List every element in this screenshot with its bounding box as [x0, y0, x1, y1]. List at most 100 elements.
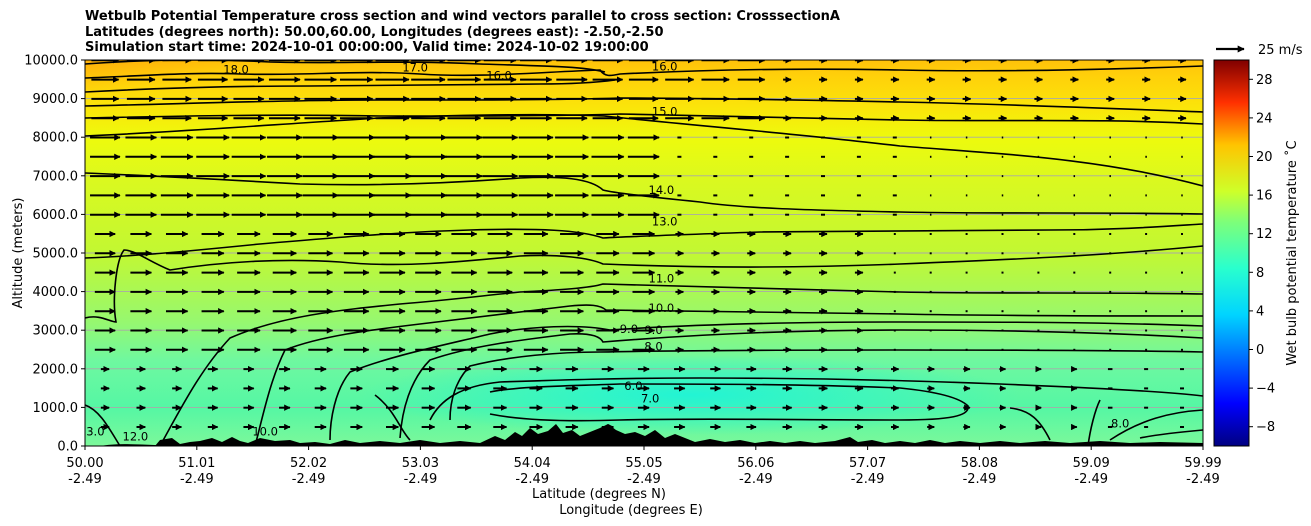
x-tick-label-lon: -2.49	[180, 472, 214, 487]
contour-line	[85, 65, 1203, 79]
colorbar-tick-label: 8	[1256, 266, 1264, 281]
y-tick-label: 4000.0	[33, 285, 79, 300]
contour-line	[429, 377, 1203, 421]
y-tick-label: 6000.0	[33, 208, 79, 223]
colorbar-tick-label: −8	[1256, 420, 1275, 435]
x-tick-label-lat: 51.01	[178, 456, 215, 471]
x-tick-label-lon: -2.49	[1074, 472, 1108, 487]
x-tick-label-lon: -2.49	[68, 472, 102, 487]
y-tick-label: 8000.0	[33, 131, 79, 146]
contour-label: 8.0	[644, 339, 662, 353]
contour-line	[1139, 429, 1203, 439]
contour-label: 9.0	[620, 322, 638, 336]
contour-line	[159, 283, 1203, 446]
contour-line	[85, 113, 1203, 187]
contour-label: 17.0	[402, 61, 428, 75]
x-tick-label-lon: -2.49	[851, 472, 885, 487]
contour-label: 18.0	[223, 63, 249, 77]
y-tick-label: 2000.0	[33, 362, 79, 377]
x-axis-label-lon: Longitude (degrees E)	[559, 503, 703, 518]
contour-line	[85, 79, 616, 93]
colorbar-tick-label: 28	[1256, 73, 1273, 88]
x-tick-label-lat: 59.09	[1073, 456, 1110, 471]
colorbar-tick-label: 12	[1256, 227, 1273, 242]
x-tick-label-lon: -2.49	[1186, 472, 1220, 487]
contour-label: 14.0	[649, 183, 675, 197]
title-line-2: Latitudes (degrees north): 50.00,60.00, …	[85, 24, 664, 40]
contour-line	[99, 444, 180, 446]
colorbar-tick-label: 0	[1256, 343, 1264, 358]
chart-title: Wetbulb Potential Temperature cross sect…	[85, 9, 840, 56]
colorbar-tick-label: 16	[1256, 189, 1273, 204]
terrain	[155, 424, 1203, 446]
quiver-key-label: 25 m/s	[1258, 43, 1303, 58]
contour-label: 16.0	[486, 68, 512, 82]
contour-label: 11.0	[649, 271, 675, 285]
contour-label: 9.0	[644, 323, 662, 337]
x-tick-label-lon: -2.49	[963, 472, 997, 487]
title-line-3: Simulation start time: 2024-10-01 00:00:…	[85, 40, 649, 55]
contour-line	[85, 97, 1203, 113]
x-tick-label-lat: 55.05	[625, 456, 662, 471]
x-axis-label-lat: Latitude (degrees N)	[532, 487, 666, 502]
y-tick-label: 10000.0	[24, 54, 78, 69]
x-tick-label-lat: 56.06	[737, 456, 774, 471]
x-tick-label-lat: 57.07	[849, 456, 886, 471]
contour-label: 13.0	[652, 215, 678, 229]
contour-line	[254, 304, 1203, 446]
y-tick-label: 5000.0	[33, 247, 79, 262]
y-tick-label: 9000.0	[33, 92, 79, 107]
colorbar-label: Wet bulb potential temperature ˚C	[1284, 140, 1300, 365]
x-tick-label-lon: -2.49	[627, 472, 661, 487]
colorbar-ticks: −8 −4 0 4 8 12 16 20 24 28	[1249, 73, 1275, 435]
contour-line	[489, 383, 969, 422]
contour-line	[1109, 409, 1203, 441]
contour-line	[399, 329, 1203, 439]
contour-label: 15.0	[652, 105, 678, 119]
contour-label: 10.0	[649, 301, 675, 315]
contour-line	[85, 245, 1203, 323]
x-tick-label-lat: 59.99	[1184, 456, 1221, 471]
x-tick-label-lat: 54.04	[514, 456, 551, 471]
contour-line	[374, 394, 411, 441]
x-tick-label-lat: 58.08	[961, 456, 998, 471]
colorbar-tick-label: 24	[1256, 111, 1273, 126]
contour-line	[85, 404, 121, 446]
y-tick-label: 7000.0	[33, 169, 79, 184]
warm-anomaly	[85, 60, 310, 107]
y-tick-label: 3000.0	[33, 324, 79, 339]
colorbar	[1213, 59, 1250, 447]
x-tick-label-lon: -2.49	[739, 472, 773, 487]
contour-label: 6.0	[624, 379, 642, 393]
y-tick-label: 0.0	[57, 440, 78, 455]
colorbar-tick-label: 20	[1256, 150, 1273, 165]
contour-label: 10.0	[252, 425, 278, 439]
contour-line	[1009, 407, 1051, 441]
x-tick-label-lat: 53.03	[402, 456, 439, 471]
contour-label: 7.0	[641, 391, 659, 405]
contour-line	[85, 172, 1203, 215]
y-axis: 0.0 1000.0 2000.0 3000.0 4000.0 5000.0 6000.0 7…	[24, 54, 85, 455]
x-tick-label-lon: -2.49	[404, 472, 438, 487]
cold-anomaly	[360, 355, 1020, 435]
colorbar-tick-label: 4	[1256, 304, 1264, 319]
contour-line	[449, 349, 1203, 421]
title-line-1: Wetbulb Potential Temperature cross sect…	[85, 9, 840, 24]
y-tick-label: 1000.0	[33, 401, 79, 416]
contour-line	[85, 113, 1203, 125]
colorbar-tick-label: −4	[1256, 382, 1275, 397]
contour-line	[329, 321, 1203, 441]
x-tick-label-lon: -2.49	[515, 472, 549, 487]
y-axis-label: Altitude (meters)	[11, 198, 26, 309]
contour-label: 13.0	[79, 425, 105, 439]
contour-label: 12.0	[123, 430, 149, 444]
x-tick-label-lat: 52.02	[290, 456, 327, 471]
contour-label: 8.0	[1111, 416, 1129, 430]
contour-labels: 18.0 17.0 16.0 16.0 15.0 14.0 13.0 11.0 10.0 9.0 9…	[79, 59, 1129, 444]
x-tick-label-lat: 50.00	[66, 456, 103, 471]
contour-line	[85, 223, 1203, 259]
x-axis: 50.00-2.4951.01-2.4952.02-2.4953.03-2.49…	[66, 446, 1222, 487]
contour-label: 16.0	[652, 59, 678, 73]
x-tick-label-lon: -2.49	[292, 472, 326, 487]
